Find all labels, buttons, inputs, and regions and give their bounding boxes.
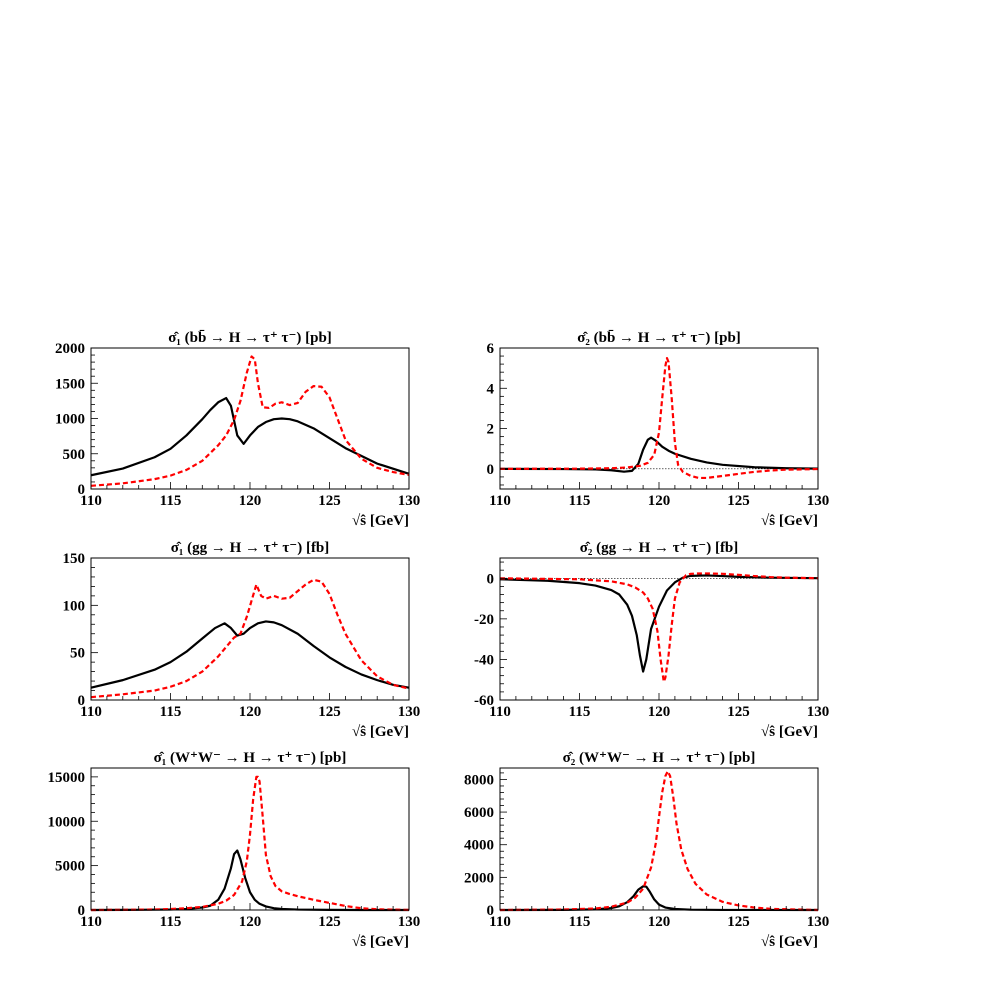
panel-5: σ̂₁ (W⁺W⁻ → H → τ⁺ τ⁻) [pb] 110 115 120 125 1…	[48, 750, 421, 950]
x-axis-label: √ŝ [GeV]	[352, 934, 409, 950]
x-tick-label: 115	[160, 704, 182, 720]
y-tick-label: 15000	[48, 770, 86, 786]
y-tick-label: 100	[63, 598, 86, 614]
y-tick-label: 2000	[55, 341, 85, 357]
panel-2: σ̂₂ (bb̄ → H → τ⁺ τ⁻) [pb] 110 115 120 125 13…	[487, 330, 830, 529]
x-tick-label: 115	[160, 914, 182, 930]
x-tick-label: 125	[318, 704, 341, 720]
y-tick-label: 1000	[55, 412, 85, 428]
x-tick-label: 125	[318, 493, 341, 509]
y-tick-label: 5000	[55, 859, 85, 875]
x-tick-label: 115	[569, 493, 591, 509]
y-tick-label: 1500	[55, 376, 85, 392]
x-tick-label: 120	[648, 704, 671, 720]
solid-black-curve	[499, 574, 819, 673]
x-tick-label: 120	[648, 914, 671, 930]
x-tick-label: 125	[727, 704, 750, 720]
x-tick-label: 125	[318, 914, 341, 930]
y-tick-label: 4	[487, 381, 495, 397]
x-tick-label: 120	[648, 493, 671, 509]
y-tick-label: 6000	[464, 805, 494, 821]
y-tick-label: 0	[78, 693, 86, 709]
solid-black-curve	[90, 396, 410, 477]
panel-3: σ̂₁ (gg → H → τ⁺ τ⁻) [fb] 110 115 120 125 130…	[63, 540, 421, 740]
x-tick-label: 130	[807, 704, 830, 720]
x-axis-label: √ŝ [GeV]	[761, 934, 818, 950]
y-tick-label: 500	[63, 447, 86, 463]
dashed-red-curve	[499, 572, 819, 683]
x-tick-label: 110	[489, 914, 511, 930]
y-tick-label: 10000	[48, 814, 86, 830]
y-tick-label: 150	[63, 551, 86, 567]
dashed-red-curve	[499, 770, 819, 912]
x-tick-label: 120	[239, 914, 262, 930]
solid-black-curve	[499, 436, 819, 473]
x-tick-label: 120	[239, 704, 262, 720]
dashed-red-curve	[90, 775, 410, 912]
x-axis-label: √ŝ [GeV]	[352, 513, 409, 529]
dashed-red-curve	[499, 356, 819, 480]
x-tick-label: 110	[80, 704, 102, 720]
panel-title: σ̂₁ (bb̄ → H → τ⁺ τ⁻) [pb]	[168, 330, 332, 346]
dashed-red-curve	[90, 355, 410, 487]
x-tick-label: 130	[807, 493, 830, 509]
y-tick-label: 0	[487, 903, 495, 919]
y-tick-label: 6	[487, 341, 495, 357]
x-tick-label: 110	[489, 704, 511, 720]
x-axis-label: √ŝ [GeV]	[761, 513, 818, 529]
y-tick-label: 0	[487, 462, 495, 478]
x-tick-label: 110	[80, 914, 102, 930]
panel-title: σ̂₁ (W⁺W⁻ → H → τ⁺ τ⁻) [pb]	[154, 750, 347, 766]
solid-black-curve	[499, 885, 819, 912]
plot-frame	[499, 557, 819, 701]
x-tick-label: 115	[160, 493, 182, 509]
dashed-red-curve	[90, 578, 410, 699]
panel-title: σ̂₂ (gg → H → τ⁺ τ⁻) [fb]	[580, 540, 739, 556]
x-tick-label: 130	[398, 493, 421, 509]
x-tick-label: 125	[727, 914, 750, 930]
y-tick-label: 0	[78, 482, 86, 498]
y-tick-label: 2	[487, 422, 495, 438]
x-tick-label: 130	[807, 914, 830, 930]
x-tick-label: 115	[569, 704, 591, 720]
solid-black-curve	[90, 849, 410, 912]
x-tick-label: 110	[80, 493, 102, 509]
y-tick-label: -60	[474, 693, 494, 709]
y-tick-label: 50	[70, 646, 85, 662]
panel-title: σ̂₁ (gg → H → τ⁺ τ⁻) [fb]	[171, 540, 330, 556]
panel-6: σ̂₂ (W⁺W⁻ → H → τ⁺ τ⁻) [pb] 110 115 120 125 1…	[464, 750, 829, 950]
y-tick-label: -40	[474, 652, 494, 668]
x-tick-label: 125	[727, 493, 750, 509]
y-tick-label: 4000	[464, 838, 494, 854]
x-tick-label: 120	[239, 493, 262, 509]
x-axis-label: √ŝ [GeV]	[761, 724, 818, 740]
y-tick-label: 2000	[464, 870, 494, 886]
panel-1: σ̂₁ (bb̄ → H → τ⁺ τ⁻) [pb] 110 115 120 125 13…	[55, 330, 420, 529]
panel-title: σ̂₂ (W⁺W⁻ → H → τ⁺ τ⁻) [pb]	[563, 750, 756, 766]
y-tick-label: 0	[487, 571, 495, 587]
x-tick-label: 130	[398, 704, 421, 720]
x-axis-label: √ŝ [GeV]	[352, 724, 409, 740]
plot-frame	[499, 767, 819, 911]
y-tick-label: 8000	[464, 772, 494, 788]
y-tick-label: 0	[78, 903, 86, 919]
panel-title: σ̂₂ (bb̄ → H → τ⁺ τ⁻) [pb]	[577, 330, 741, 346]
x-tick-label: 130	[398, 914, 421, 930]
panel-4: σ̂₂ (gg → H → τ⁺ τ⁻) [fb] 110 115 120 125 130…	[474, 540, 829, 740]
solid-black-curve	[90, 620, 410, 689]
y-tick-label: -20	[474, 612, 494, 628]
x-tick-label: 115	[569, 914, 591, 930]
x-tick-label: 110	[489, 493, 511, 509]
plot-frame	[90, 347, 410, 490]
